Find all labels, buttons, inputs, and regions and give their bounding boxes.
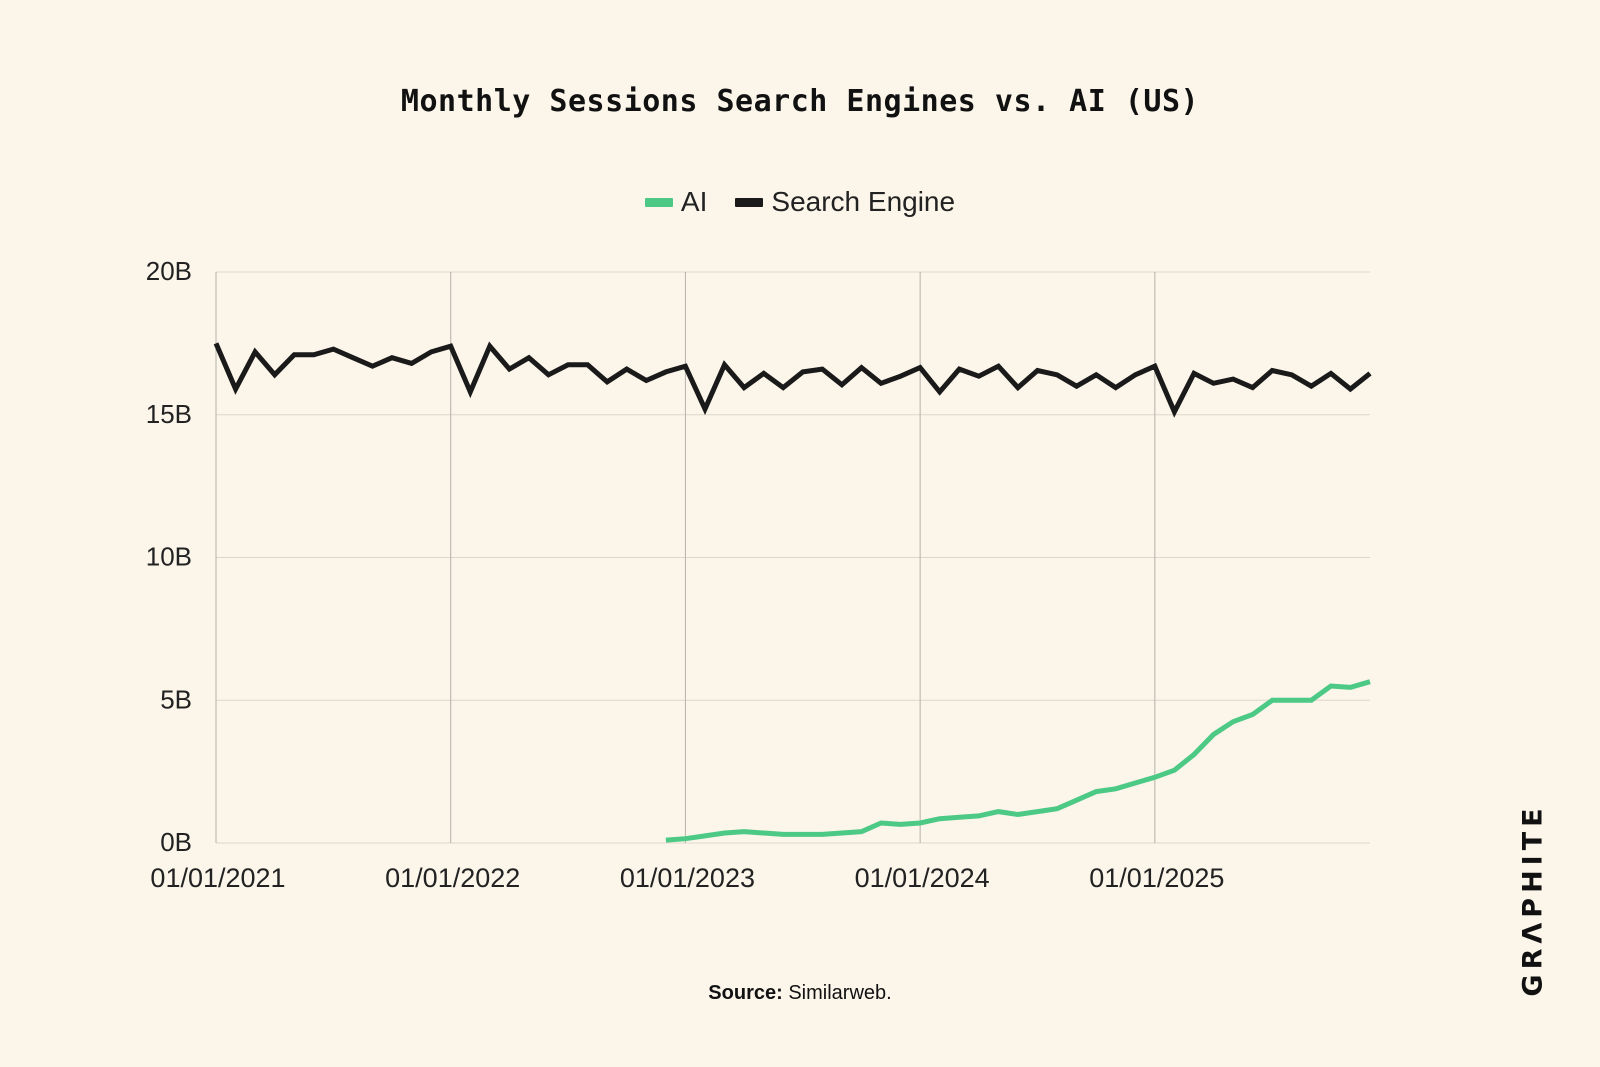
x-tick-label: 01/01/2025 [1089, 863, 1224, 893]
y-tick-label: 20B [146, 256, 192, 286]
y-tick-label: 10B [146, 542, 192, 572]
legend-label-ai: AI [680, 186, 708, 217]
x-tick-label: 01/01/2023 [620, 863, 755, 893]
legend-swatch-ai [644, 197, 673, 207]
chart-title: Monthly Sessions Search Engines vs. AI (… [400, 84, 1200, 119]
source-note: Source: Similarweb. [0, 982, 1600, 1005]
legend-label-search-engine: Search Engine [771, 186, 956, 217]
y-tick-label: 15B [146, 399, 192, 429]
x-tick-label: 01/01/2021 [150, 863, 285, 893]
source-text: Similarweb. [788, 982, 892, 1004]
graphite-logo: GRΛPHITE [1517, 803, 1549, 997]
series-line-search-engine [213, 341, 1372, 418]
y-tick-label: 5B [160, 684, 192, 714]
legend-swatch-search-engine [735, 197, 764, 207]
y-tick-label: 0B [160, 827, 192, 857]
legend-item-ai[interactable]: AI [644, 186, 708, 218]
legend-item-search-engine[interactable]: Search Engine [735, 186, 955, 218]
source-label: Source: [708, 982, 783, 1004]
chart-legend: AI Search Engine [0, 186, 1600, 218]
x-tick-label: 01/01/2024 [855, 863, 990, 893]
series-line-ai [665, 679, 1371, 843]
x-tick-label: 01/01/2022 [385, 863, 520, 893]
